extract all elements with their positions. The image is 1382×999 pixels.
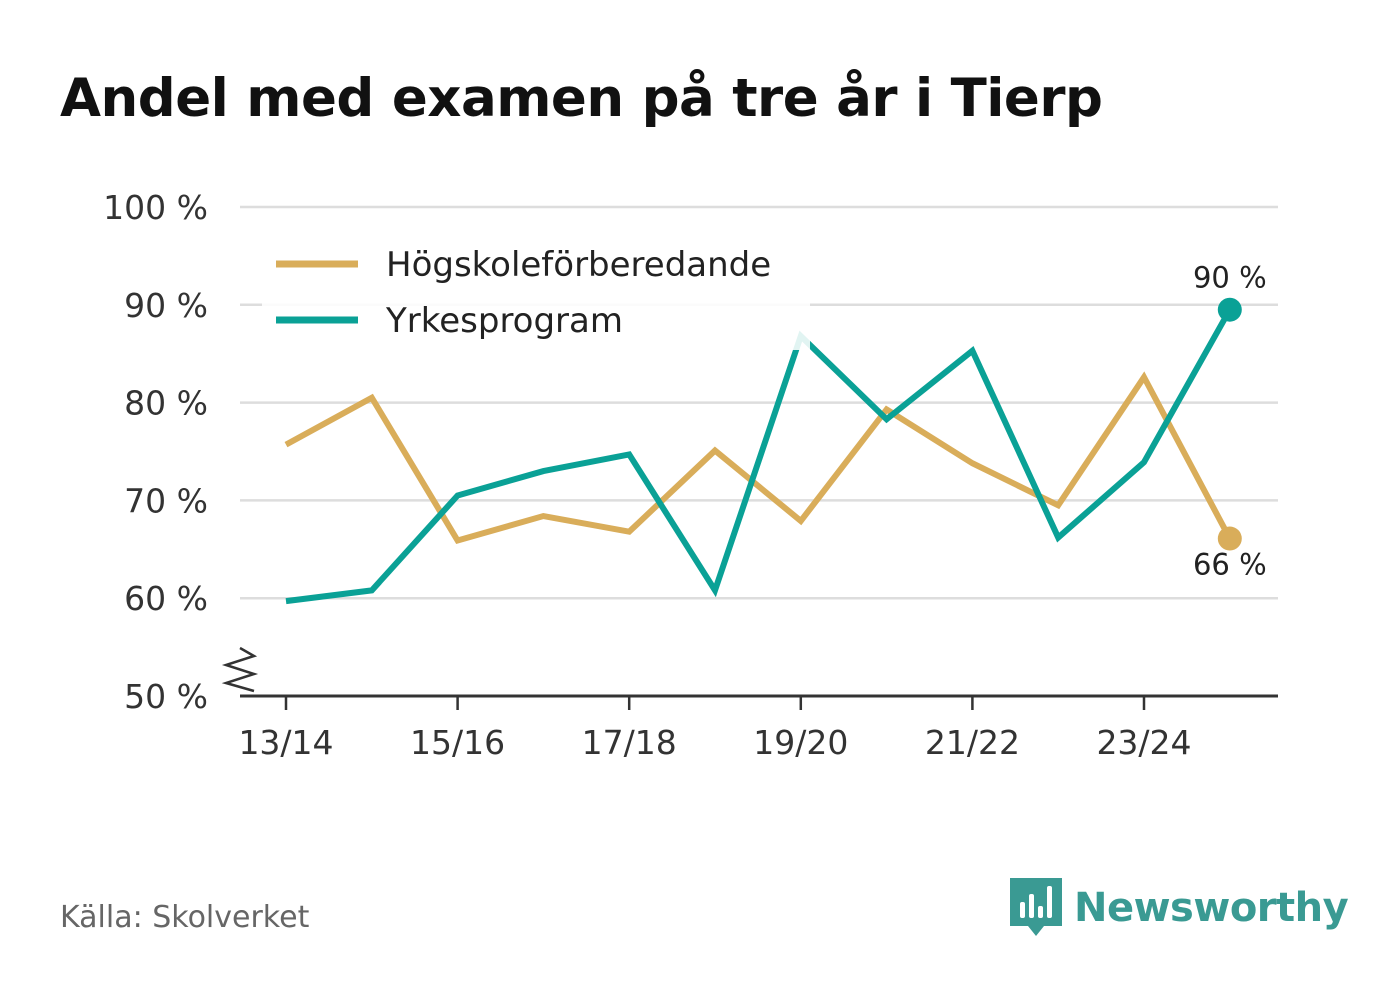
y-tick-label: 50 % [124,677,208,716]
source-note: Källa: Skolverket [60,900,310,935]
axis-break-icon [221,646,259,693]
x-tick-label: 21/22 [925,723,1020,762]
x-tick-label: 15/16 [410,723,505,762]
y-tick-label: 80 % [124,384,208,423]
end-value-label: 66 % [1193,548,1267,582]
y-axis-ticks: 50 % 60 % 70 % 80 % 90 % 100 % [103,188,208,716]
series-lines [284,308,1233,605]
chart-title: Andel med examen på tre år i Tierp [60,68,1103,129]
series-line-hogskoleforberedande [284,371,1233,545]
legend-background [262,232,810,350]
end-value-label: 90 % [1193,261,1267,295]
x-axis: 13/14 15/16 17/18 19/20 21/22 23/24 [221,646,1278,762]
legend: Högskoleförberedande Yrkesprogram [262,232,810,350]
x-tick-label: 13/14 [238,723,333,762]
series-line-yrkesprogram [285,308,1233,605]
x-tick-label: 19/20 [753,723,848,762]
end-labels: 66 % 90 % [1193,261,1267,582]
brand-name: Newsworthy [1074,885,1349,931]
x-tick-label: 17/18 [582,723,677,762]
end-point-marker [1217,297,1242,322]
y-tick-label: 90 % [124,286,208,325]
bar-chart-speech-bubble-icon [1010,878,1062,936]
legend-label: Högskoleförberedande [386,245,771,285]
legend-label: Yrkesprogram [385,301,623,341]
brand-logo: Newsworthy [1010,878,1349,938]
end-point-marker [1217,526,1242,551]
y-tick-label: 70 % [124,481,208,520]
y-tick-label: 100 % [103,188,208,227]
x-tick-label: 23/24 [1096,723,1191,762]
y-tick-label: 60 % [124,579,208,618]
